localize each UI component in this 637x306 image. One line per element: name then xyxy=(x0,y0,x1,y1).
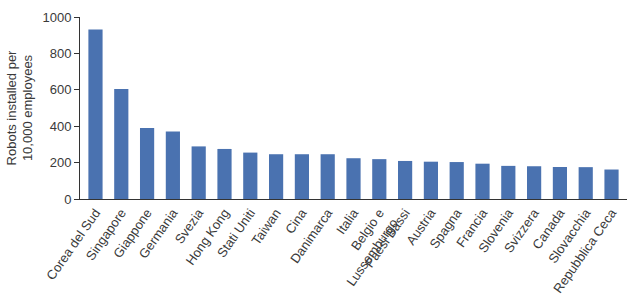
svg-text:Corea del Sud: Corea del Sud xyxy=(43,206,103,283)
svg-text:Germania: Germania xyxy=(136,205,181,261)
svg-text:Slovenia: Slovenia xyxy=(475,205,516,255)
svg-text:Spagna: Spagna xyxy=(426,205,464,251)
svg-text:1000: 1000 xyxy=(42,10,71,25)
svg-text:Robots installed per10,000 emp: Robots installed per10,000 employees xyxy=(4,50,36,166)
svg-text:Belgio eLussemburgo: Belgio eLussemburgo xyxy=(330,206,401,289)
svg-text:Italia: Italia xyxy=(333,205,361,237)
svg-text:Hong Kong: Hong Kong xyxy=(183,206,233,268)
svg-text:200: 200 xyxy=(50,155,72,170)
svg-text:Austria: Austria xyxy=(403,205,439,247)
svg-text:400: 400 xyxy=(50,119,72,134)
svg-text:Stati Uniti: Stati Uniti xyxy=(214,206,258,260)
svg-text:600: 600 xyxy=(50,82,72,97)
svg-text:Taiwan: Taiwan xyxy=(248,206,283,248)
svg-text:Canada: Canada xyxy=(529,205,568,252)
svg-text:Paesi Bassi: Paesi Bassi xyxy=(362,206,413,270)
svg-text:Repubblica Ceca: Repubblica Ceca xyxy=(550,205,620,295)
svg-text:Slovacchia: Slovacchia xyxy=(545,205,594,266)
svg-text:Svizzera: Svizzera xyxy=(501,205,542,255)
svg-text:Singapore: Singapore xyxy=(83,206,129,263)
svg-text:Svezia: Svezia xyxy=(172,205,207,246)
svg-text:800: 800 xyxy=(50,46,72,61)
svg-text:0: 0 xyxy=(64,192,71,207)
svg-text:Francia: Francia xyxy=(453,205,491,250)
svg-text:Giappone: Giappone xyxy=(110,206,155,261)
svg-text:Danimarca: Danimarca xyxy=(287,205,336,266)
svg-text:Cina: Cina xyxy=(282,205,310,236)
